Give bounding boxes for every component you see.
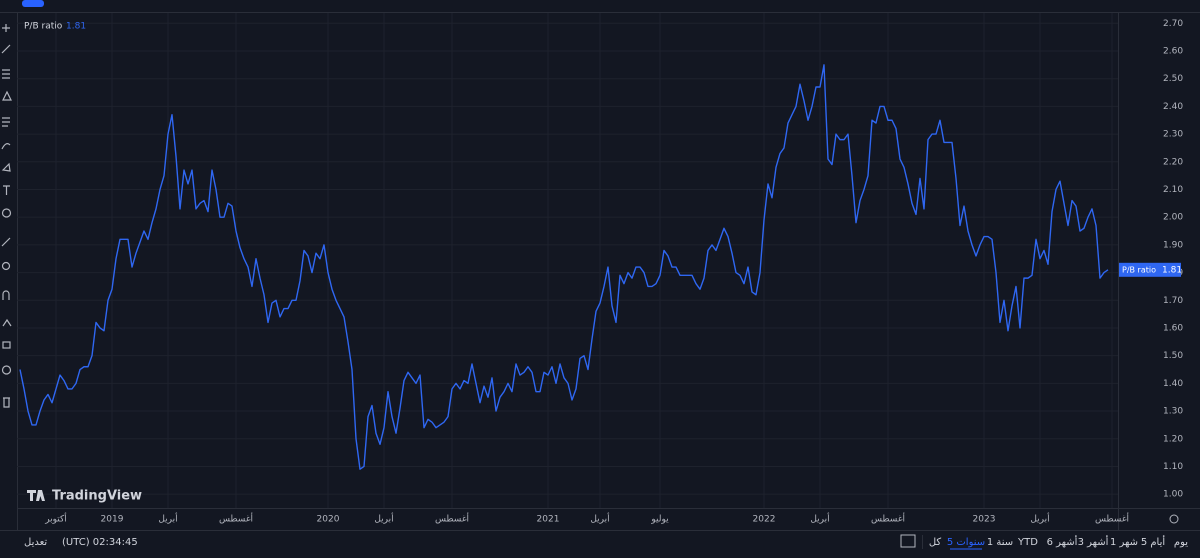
y-tick-label: 2.60 [1163,47,1183,57]
top-button[interactable] [22,0,44,7]
y-tick-label: 1.10 [1163,462,1183,472]
range-button[interactable]: يوم [1174,537,1188,548]
ruler-icon[interactable] [1,237,11,247]
y-tick-label: 1.40 [1163,379,1183,389]
clock: (UTC) 02:34:45 [62,537,138,548]
x-tick-label: 2019 [101,515,124,525]
y-tick-label: 2.20 [1163,157,1183,167]
settings-icon[interactable] [1169,514,1179,524]
price-tag-value: 1.81 [1162,265,1182,275]
brand-text: TradingView [52,489,142,504]
y-tick-label: 1.90 [1163,240,1183,250]
range-button[interactable]: 3 أشهر [1078,535,1109,548]
x-tick-label: أغسطس [871,513,905,525]
text-icon[interactable] [3,185,10,195]
range-button[interactable]: كل [929,537,942,548]
x-tick-label: 2020 [317,515,340,525]
x-tick-label: يوليو [650,515,669,525]
range-button[interactable]: YTD [1017,537,1038,548]
emoji-icon[interactable] [1,208,12,218]
projection-icon[interactable] [2,117,10,127]
x-tick-label: أبريل [590,513,609,525]
price-tag-name: P/B ratio [1122,265,1156,274]
y-tick-label: 1.70 [1163,296,1183,306]
top-bar [0,0,1200,12]
lock-icon[interactable] [2,341,11,349]
x-tick-label: أغسطس [219,513,253,525]
lock-draw-icon[interactable] [2,318,12,327]
eye-icon[interactable] [1,365,12,375]
range-button[interactable]: 5 أيام [1141,535,1166,548]
y-tick-label: 1.60 [1163,323,1183,333]
y-tick-label: 2.40 [1163,102,1183,112]
left-toolbar [0,13,17,554]
y-tick-label: 1.00 [1163,490,1183,500]
legend-name: P/B ratio [24,22,63,32]
trend-icon[interactable] [1,44,11,54]
range-button[interactable]: 1 شهر [1110,537,1138,548]
x-tick-label: 2021 [537,515,560,525]
brush-icon[interactable] [1,143,11,150]
x-tick-label: أبريل [1030,513,1049,525]
x-tick-label: أبريل [374,513,393,525]
x-tick-label: أبريل [810,513,829,525]
x-tick-label: 2023 [973,515,996,525]
series-line [19,64,1109,470]
brand-logo [27,490,45,501]
zoom-icon[interactable] [1,261,11,271]
x-tick-label: أغسطس [1095,513,1129,525]
y-tick-label: 1.50 [1163,351,1183,361]
range-button[interactable]: 6 أشهر [1047,535,1078,548]
price-tag [1119,262,1181,277]
x-tick-label: أغسطس [435,513,469,525]
grid [17,13,1118,508]
plot: P/B ratio 1.81 [19,64,1182,470]
fib-icon[interactable] [2,69,10,79]
range-button[interactable]: 1 سنة [987,537,1013,548]
x-tick-label: أبريل [158,513,177,525]
y-tick-label: 2.30 [1163,130,1183,140]
x-tick-label: 2022 [753,515,776,525]
magnet-icon[interactable] [2,290,10,300]
y-tick-label: 2.70 [1163,19,1183,29]
shape-icon[interactable] [1,162,11,172]
y-tick-label: 2.50 [1163,74,1183,84]
legend-value: 1.81 [66,22,86,32]
adjust-button[interactable]: تعديل [24,537,47,548]
pattern-icon[interactable] [2,90,12,101]
crosshair-icon[interactable] [2,24,10,32]
y-tick-label: 2.10 [1163,185,1183,195]
date-range-icon[interactable] [900,534,916,548]
y-tick-label: 1.30 [1163,407,1183,417]
x-tick-label: أكتوبر [44,513,67,525]
toolbar-icons [1,24,12,408]
trash-icon[interactable] [3,397,10,408]
brand: TradingView [27,489,142,504]
ticks: 1.001.101.201.301.401.501.601.701.801.90… [44,19,1183,525]
y-tick-label: 1.20 [1163,434,1183,444]
range-button[interactable]: 5 سنوات [947,537,985,548]
y-tick-label: 2.00 [1163,213,1183,223]
